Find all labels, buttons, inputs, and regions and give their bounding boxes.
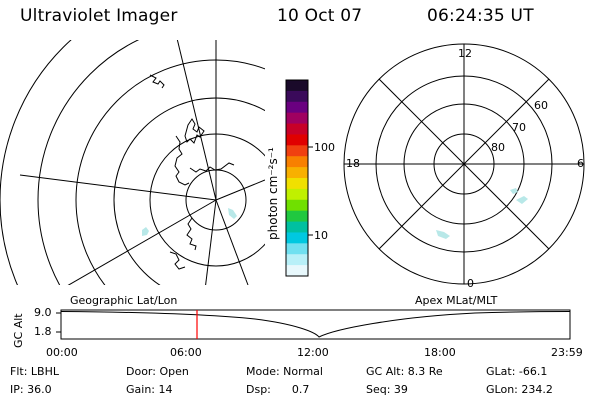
mlt-label-12: 12 [458, 47, 472, 60]
aurora-patch [228, 208, 237, 219]
info-seq: Seq: 39 [366, 383, 408, 396]
mlt-label-18: 18 [346, 157, 360, 170]
info-dsp: Dsp: 0.7 [246, 383, 310, 396]
colorbar-cell [286, 123, 308, 135]
meridian-line [67, 199, 217, 285]
meridian-line [19, 174, 217, 201]
timeline-xtick-2359: 23:59 [551, 346, 583, 359]
colorbar-cell [286, 178, 308, 190]
timeline-xtick-0000: 00:00 [46, 346, 78, 359]
colorbar-cell [286, 80, 308, 92]
info-ip: IP: 36.0 [10, 383, 52, 396]
timeline-ytick-low: 1.8 [34, 325, 52, 338]
colorbar-cell [286, 199, 308, 212]
observation-date: 10 Oct 07 [277, 6, 363, 26]
info-gain: Gain: 14 [126, 383, 173, 396]
info-gc-alt: GC Alt: 8.3 Re [366, 365, 443, 378]
timeline-right-label: Apex MLat/MLT [415, 294, 498, 307]
colorbar-cell [286, 221, 308, 233]
colorbar-cell [286, 265, 308, 277]
observation-time: 06:24:35 UT [427, 6, 534, 26]
aurora-patch [516, 196, 528, 204]
lat-label-70: 70 [512, 121, 526, 134]
info-mode: Mode: Normal [246, 365, 323, 378]
colorbar-tick-10: 10 [314, 229, 328, 242]
polar-mlt-plot [343, 43, 585, 285]
aurora-patch [510, 188, 518, 194]
lat-label-80: 80 [491, 141, 505, 154]
lat-label-60: 60 [534, 99, 548, 112]
color-scale-bar [285, 79, 313, 277]
latitude-ring [37, 40, 140, 285]
mlt-label-0: 0 [467, 277, 474, 290]
timeline-frame [60, 309, 571, 340]
colorbar-cell [286, 232, 308, 244]
geographic-map [0, 40, 265, 285]
meridian-line [176, 40, 217, 201]
timeline-xtick-1200: 12:00 [297, 346, 329, 359]
colorbar-cell [286, 134, 308, 146]
colorbar-cell [286, 167, 308, 179]
timeline-ytick-high: 9.0 [34, 306, 52, 319]
meridian-line [205, 199, 217, 285]
polar-diagonal [378, 78, 550, 250]
colorbar-cell [286, 243, 308, 255]
mlt-label-6: 6 [577, 157, 584, 170]
meridian-line [215, 199, 249, 285]
colorbar-cell [286, 145, 308, 157]
info-glon: GLon: 234.2 [486, 383, 553, 396]
info-filter: Flt: LBHL [10, 365, 59, 378]
coastline [149, 74, 235, 270]
meridian-line [215, 179, 265, 201]
info-glat: GLat: -66.1 [486, 365, 548, 378]
colorbar-cell [286, 101, 308, 114]
timeline-xtick-0600: 06:00 [170, 346, 202, 359]
altitude-timeline [56, 309, 571, 340]
colorbar-unit-label: photon cm⁻²s⁻¹ [266, 147, 280, 240]
altitude-curve [60, 311, 571, 338]
instrument-title: Ultraviolet Imager [20, 6, 178, 26]
timeline-xtick-1800: 18:00 [424, 346, 456, 359]
colorbar-cell [286, 254, 308, 266]
colorbar-tick-100: 100 [314, 141, 335, 154]
colorbar-cell [286, 188, 308, 201]
aurora-patch [142, 227, 149, 236]
timeline-axis-label: GC Alt [12, 313, 25, 348]
latitude-ring [113, 97, 265, 285]
colorbar-cell [286, 112, 308, 125]
latitude-ring [149, 133, 265, 267]
colorbar-cell [286, 90, 308, 103]
timeline-left-label: Geographic Lat/Lon [70, 294, 178, 307]
colorbar-cell [286, 210, 308, 223]
info-door: Door: Open [126, 365, 189, 378]
aurora-patch [436, 230, 450, 239]
colorbar-cell [286, 156, 308, 168]
latitude-ring [75, 59, 265, 285]
